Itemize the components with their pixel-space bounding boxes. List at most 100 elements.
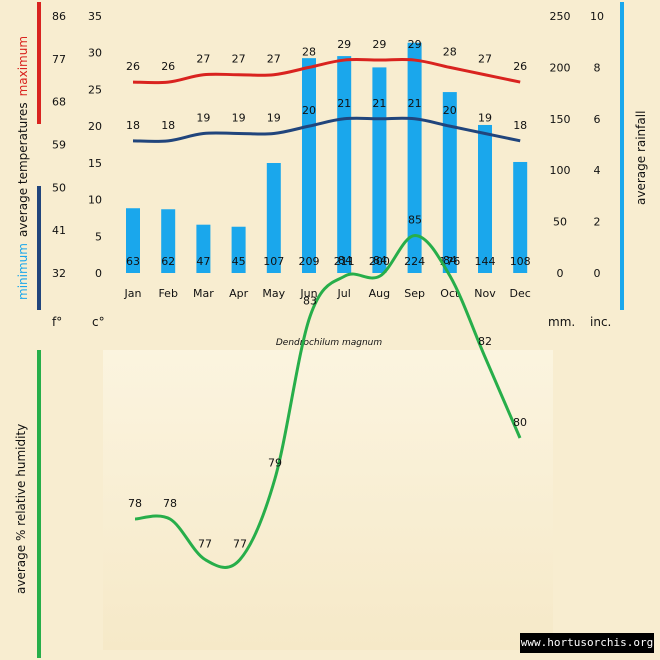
temperature-lines (132, 57, 521, 143)
unit-fahrenheit: f° (52, 315, 62, 329)
maximum-temp-label: 27 (196, 53, 210, 66)
axis-ticks: 8677685950413235302520151050250200150100… (52, 10, 604, 280)
inch-tick-label: 8 (594, 61, 601, 74)
month-label: May (262, 287, 285, 300)
humidity-value-label: 83 (303, 295, 317, 308)
month-label: Mar (193, 287, 214, 300)
maximum-temp-label: 29 (372, 38, 386, 51)
minimum-temp-label: 20 (443, 104, 457, 117)
inch-tick-label: 4 (594, 164, 601, 177)
minimum-temp-label: 19 (478, 111, 492, 124)
maximum-temp-label: 27 (232, 53, 246, 66)
data-labels: 26 26 27 27 27 28 29 29 29 28 27 26 18 18 19 19 19 20 21 21… (126, 38, 531, 268)
mm-tick-label: 0 (557, 267, 564, 280)
inch-tick-label: 10 (590, 10, 604, 23)
minimum-temp-label: 19 (196, 111, 210, 124)
humidity-value-label: 82 (478, 335, 492, 348)
humidity-value-label: 84 (373, 254, 387, 267)
celsius-tick-label: 35 (88, 10, 102, 23)
month-labels: Jan Feb Mar Apr May Jun Jul Aug Sep Oct Nov Dec (124, 287, 531, 300)
rainfall-bar (196, 224, 211, 273)
humidity-value-label: 78 (128, 497, 142, 510)
humidity-panel-background (103, 350, 553, 650)
humidity-value-label: 80 (513, 416, 527, 429)
fahrenheit-tick-label: 77 (52, 53, 66, 66)
rainfall-bar (266, 163, 281, 273)
month-label: Jun (299, 287, 317, 300)
rainfall-value-label: 47 (196, 255, 210, 268)
mm-tick-label: 200 (550, 61, 571, 74)
rainfall-value-label: 144 (475, 255, 496, 268)
celsius-tick-label: 30 (88, 47, 102, 60)
rainfall-bar (442, 92, 457, 274)
rainfall-bar (161, 209, 176, 273)
fahrenheit-tick-label: 68 (52, 96, 66, 109)
celsius-tick-label: 5 (95, 230, 102, 243)
mm-tick-label: 150 (550, 113, 571, 126)
inch-tick-label: 2 (594, 216, 601, 229)
month-label: Aug (369, 287, 390, 300)
species-caption: Dendrochilum magnum (276, 338, 382, 348)
minimum-temp-label: 21 (408, 97, 422, 110)
inch-tick-label: 6 (594, 113, 601, 126)
celsius-tick-label: 10 (88, 194, 102, 207)
temperature-title-maximum: maximum (16, 36, 30, 96)
maximum-temp-label: 28 (302, 45, 316, 58)
humidity-value-label: 85 (408, 214, 422, 227)
month-label: Apr (229, 287, 249, 300)
temperature-axis-title: minimum average temperatures maximum (16, 36, 30, 300)
rainfall-value-label: 224 (404, 255, 425, 268)
minimum-temp-label: 18 (161, 119, 175, 132)
watermark: www.hortusorchis.org (520, 633, 654, 653)
humidity-value-label: 77 (198, 538, 212, 551)
rainfall-value-label: 200 (369, 255, 390, 268)
month-label: Jan (124, 287, 142, 300)
maximum-temp-label: 28 (443, 45, 457, 58)
rainfall-axis-title: average rainfall (634, 111, 648, 205)
rainfall-bar (478, 124, 492, 273)
rainfall-value-label: 108 (510, 255, 531, 268)
celsius-tick-label: 15 (88, 157, 102, 170)
celsius-tick-label: 0 (95, 267, 102, 280)
minimum-temperature-line (132, 116, 521, 143)
month-label: Feb (158, 287, 177, 300)
minimum-temp-label: 20 (302, 104, 316, 117)
unit-inch: inc. (590, 315, 611, 329)
fahrenheit-tick-label: 50 (52, 181, 66, 194)
rainfall-bar (337, 56, 352, 274)
minimum-temp-label: 18 (126, 119, 140, 132)
fahrenheit-tick-label: 86 (52, 10, 66, 23)
maximum-temp-label: 27 (267, 53, 281, 66)
month-label: Jul (337, 287, 351, 300)
celsius-tick-label: 20 (88, 120, 102, 133)
maximum-temp-label: 26 (161, 60, 175, 73)
inch-tick-label: 0 (594, 267, 601, 280)
minimum-temp-label: 18 (513, 119, 527, 132)
maximum-temp-label: 26 (513, 60, 527, 73)
maximum-temp-label: 29 (337, 38, 351, 51)
temperature-title-minimum: minimum (16, 243, 30, 300)
humidity-line (134, 233, 522, 569)
month-label: Nov (474, 287, 496, 300)
maximum-temp-label: 29 (408, 38, 422, 51)
mm-tick-label: 100 (550, 164, 571, 177)
mm-tick-label: 250 (550, 10, 571, 23)
unit-celsius: c° (92, 315, 105, 329)
mm-tick-label: 50 (553, 216, 567, 229)
humidity-value-label: 84 (338, 254, 352, 267)
rainfall-value-label: 63 (126, 255, 140, 268)
rainfall-bar (231, 226, 246, 273)
rainfall-bar (302, 58, 316, 274)
humidity-value-label: 77 (233, 538, 247, 551)
minimum-temp-label: 21 (337, 97, 351, 110)
humidity-line-group: 78 78 77 77 79 83 84 84 85 84 82 80 (128, 214, 527, 569)
fahrenheit-tick-label: 41 (52, 224, 66, 237)
rainfall-bar (126, 208, 140, 273)
rainfall-bar (407, 42, 422, 274)
rainfall-bar (513, 161, 528, 273)
minimum-temp-label: 21 (372, 97, 386, 110)
humidity-axis-title: average % relative humidity (14, 424, 28, 594)
maximum-temp-label: 27 (478, 53, 492, 66)
maximum-temp-label: 26 (126, 60, 140, 73)
